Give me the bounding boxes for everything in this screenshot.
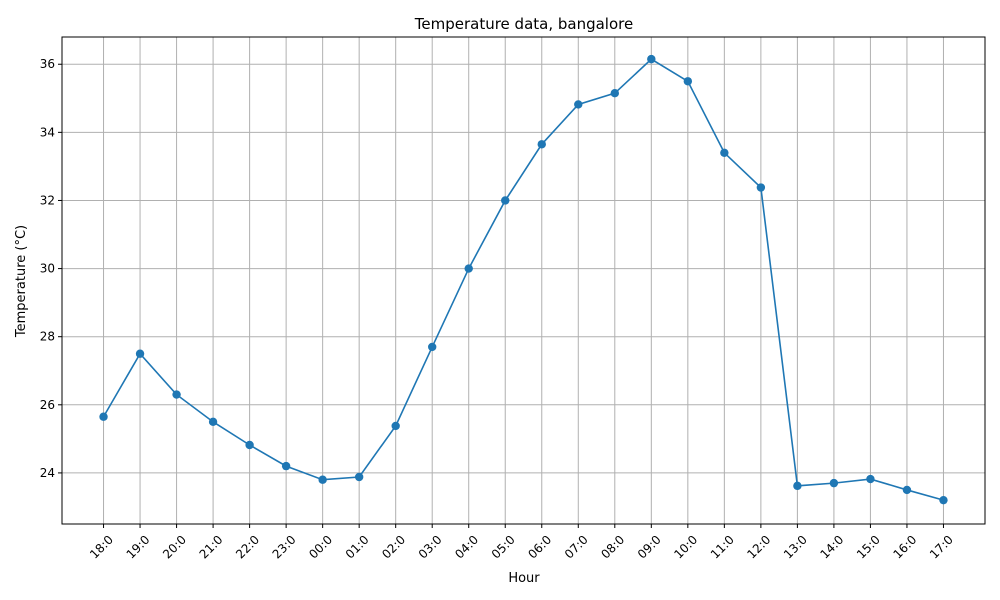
series-line — [102, 58, 944, 501]
y-tick-label: 32 — [40, 193, 55, 207]
data-point — [135, 349, 145, 358]
y-tick-label: 28 — [40, 330, 55, 344]
data-point — [281, 461, 291, 471]
data-point — [428, 342, 437, 352]
data-point — [683, 77, 693, 86]
data-point — [939, 495, 948, 505]
data-point — [245, 440, 254, 450]
plot-area-frame — [61, 36, 986, 525]
y-tick-label: 24 — [40, 466, 55, 480]
data-point — [391, 421, 400, 431]
data-point — [756, 183, 766, 192]
data-point — [318, 475, 327, 484]
data-point — [720, 148, 729, 157]
grid-lines — [62, 37, 985, 524]
data-point — [902, 485, 912, 495]
y-axis-label: Temperature (°C) — [14, 225, 29, 338]
data-point — [464, 264, 473, 273]
y-tick-label: 26 — [40, 398, 55, 412]
y-tick-label: 30 — [40, 262, 55, 276]
data-point — [208, 417, 218, 427]
data-point — [354, 472, 364, 482]
data-point — [172, 390, 181, 399]
data-point — [866, 474, 875, 484]
data-point — [610, 88, 619, 98]
chart-title: Temperature data, bangalore — [414, 15, 633, 33]
data-point — [647, 54, 656, 64]
data-series — [99, 54, 948, 505]
data-point — [829, 478, 839, 488]
data-point — [99, 412, 108, 421]
data-point — [574, 100, 583, 109]
y-tick-label: 34 — [40, 125, 55, 139]
y-tick-label: 36 — [40, 57, 55, 71]
x-axis-label: Hour — [508, 571, 540, 586]
data-point — [501, 196, 510, 205]
data-point — [537, 140, 546, 149]
data-point — [793, 481, 802, 491]
